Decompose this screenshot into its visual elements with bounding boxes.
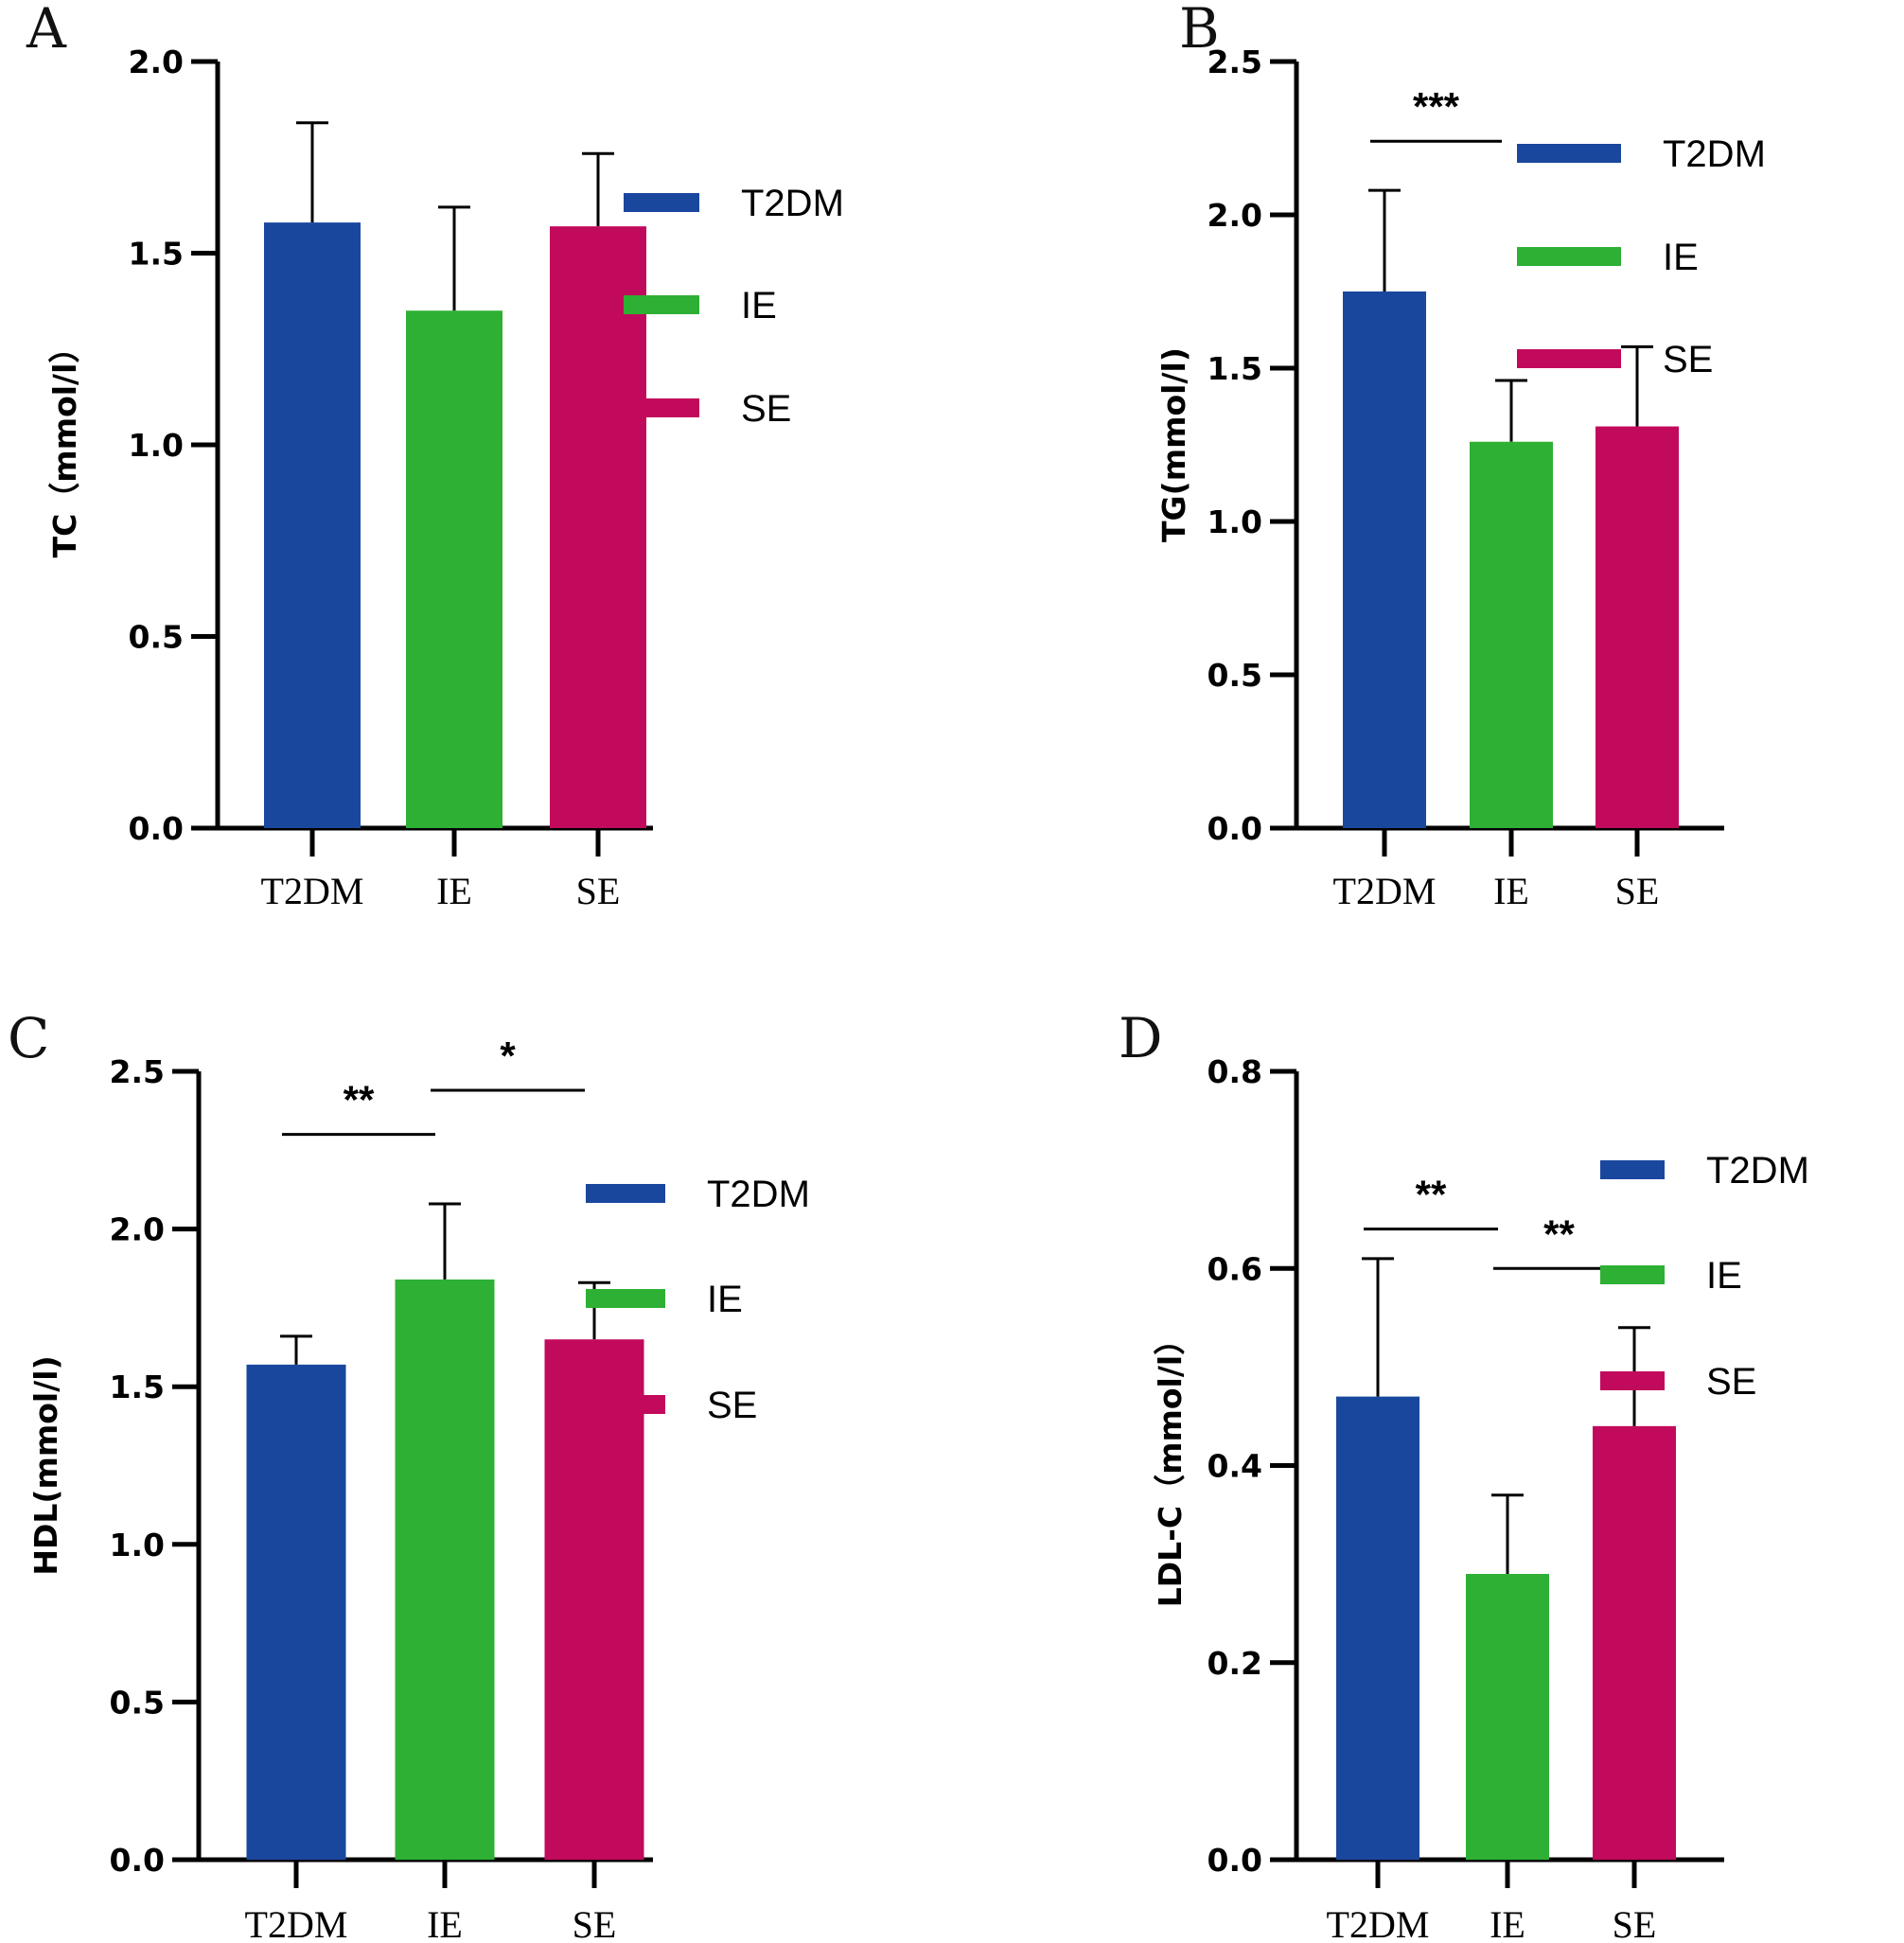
legend-label-ie: IE (707, 1279, 743, 1320)
x-tick-label-ie: IE (1490, 1903, 1525, 1943)
legend-swatch-t2dm (586, 1184, 665, 1203)
bar-t2dm (264, 222, 361, 829)
legend-label-se: SE (1706, 1361, 1756, 1403)
legend-swatch-t2dm (1600, 1160, 1665, 1179)
significance-label: * (500, 1033, 516, 1078)
x-tick-label-se: SE (573, 1903, 617, 1943)
chart-panel-d: D 0.0 0.2 0.4 0.6 0.8 LDL-C（mmol/l） T2DM IE SE ** *… (1119, 1006, 1809, 1943)
y-tick-label: 0.5 (1208, 657, 1262, 694)
bar-se (1595, 426, 1679, 828)
y-tick-label: 0.2 (1208, 1645, 1262, 1682)
y-tick-label: 1.0 (110, 1527, 165, 1563)
panel-letter: C (8, 1006, 49, 1070)
x-tick-label-t2dm: T2DM (1327, 1903, 1430, 1943)
legend-swatch-t2dm (1517, 144, 1621, 163)
y-tick-label: 0.0 (129, 810, 184, 847)
legend-swatch-se (624, 398, 699, 417)
y-tick-label: 1.5 (1208, 350, 1262, 387)
panel-letter: D (1119, 1006, 1163, 1070)
y-tick-label: 0.5 (110, 1684, 165, 1721)
bar-se (1593, 1425, 1676, 1860)
y-tick-label: 2.0 (110, 1211, 165, 1248)
legend-swatch-se (1517, 349, 1621, 368)
legend-label-se: SE (741, 388, 791, 430)
legend-label-t2dm: T2DM (707, 1174, 810, 1215)
significance-label: ** (1543, 1211, 1575, 1256)
x-tick-label-ie: IE (436, 870, 472, 912)
bar-se (544, 1339, 644, 1860)
bar-t2dm (1343, 291, 1426, 828)
x-tick-label-se: SE (1613, 1903, 1657, 1943)
bar-ie (406, 310, 502, 828)
y-tick-label: 2.0 (129, 44, 184, 80)
x-tick-label-t2dm: T2DM (261, 870, 364, 912)
x-tick-label-t2dm: T2DM (245, 1903, 348, 1943)
legend-label-ie: IE (1663, 237, 1699, 278)
y-axis-title: LDL-C（mmol/l） (1152, 1324, 1189, 1607)
panel-letter: A (26, 0, 67, 61)
y-tick-label: 0.5 (129, 619, 184, 656)
significance-label: ** (344, 1078, 375, 1122)
y-axis-title: HDL(mmol/l) (27, 1355, 64, 1575)
y-tick-label: 1.0 (129, 427, 184, 464)
legend-swatch-se (1600, 1371, 1665, 1390)
bar-ie (1470, 441, 1553, 828)
bar-t2dm (1336, 1396, 1419, 1860)
legend-label-se: SE (1663, 339, 1713, 380)
bar-ie (395, 1279, 495, 1860)
x-tick-label-se: SE (576, 870, 621, 912)
x-tick-label-ie: IE (427, 1903, 463, 1943)
y-axis-title: TC（mmol/l） (46, 332, 83, 558)
legend-swatch-t2dm (624, 193, 699, 212)
chart-panel-b: B 0.0 0.5 1.0 1.5 2.0 2.5 TG(mmol/l) T2DM IE SE ***… (1155, 0, 1766, 912)
x-tick-label-se: SE (1615, 870, 1660, 912)
legend-swatch-ie (586, 1289, 665, 1308)
significance-label: *** (1413, 84, 1460, 129)
legend-swatch-ie (624, 295, 699, 314)
y-tick-label: 2.5 (110, 1053, 165, 1090)
y-tick-label: 2.0 (1208, 197, 1262, 234)
chart-panel-a: A 0.0 0.5 1.0 1.5 2.0 TC（mmol/l） T2DM IE SE T2DM IE… (26, 0, 844, 912)
y-tick-label: 2.5 (1208, 44, 1262, 80)
y-tick-label: 1.0 (1208, 503, 1262, 540)
bar-ie (1466, 1574, 1549, 1860)
bar-se (550, 226, 646, 828)
legend-label-t2dm: T2DM (741, 183, 844, 224)
y-tick-label: 0.0 (1208, 810, 1262, 847)
legend-swatch-ie (1600, 1265, 1665, 1284)
legend-label-se: SE (707, 1385, 757, 1426)
significance-label: ** (1416, 1173, 1447, 1217)
y-tick-label: 1.5 (110, 1369, 165, 1405)
y-tick-label: 0.4 (1208, 1448, 1262, 1485)
legend-swatch-se (586, 1395, 665, 1414)
y-tick-label: 0.6 (1208, 1250, 1262, 1287)
x-tick-label-t2dm: T2DM (1333, 870, 1437, 912)
y-axis-title: TG(mmol/l) (1155, 347, 1192, 542)
y-tick-label: 0.8 (1208, 1053, 1262, 1090)
bar-t2dm (246, 1364, 346, 1860)
y-tick-label: 0.0 (1208, 1842, 1262, 1879)
legend-label-t2dm: T2DM (1663, 133, 1766, 175)
y-tick-label: 1.5 (129, 236, 184, 273)
legend-swatch-ie (1517, 247, 1621, 266)
legend-label-ie: IE (1706, 1255, 1742, 1297)
panel-letter: B (1179, 0, 1220, 61)
legend-label-ie: IE (741, 285, 777, 327)
y-tick-label: 0.0 (110, 1842, 165, 1879)
x-tick-label-ie: IE (1493, 870, 1529, 912)
legend-label-t2dm: T2DM (1706, 1150, 1809, 1192)
